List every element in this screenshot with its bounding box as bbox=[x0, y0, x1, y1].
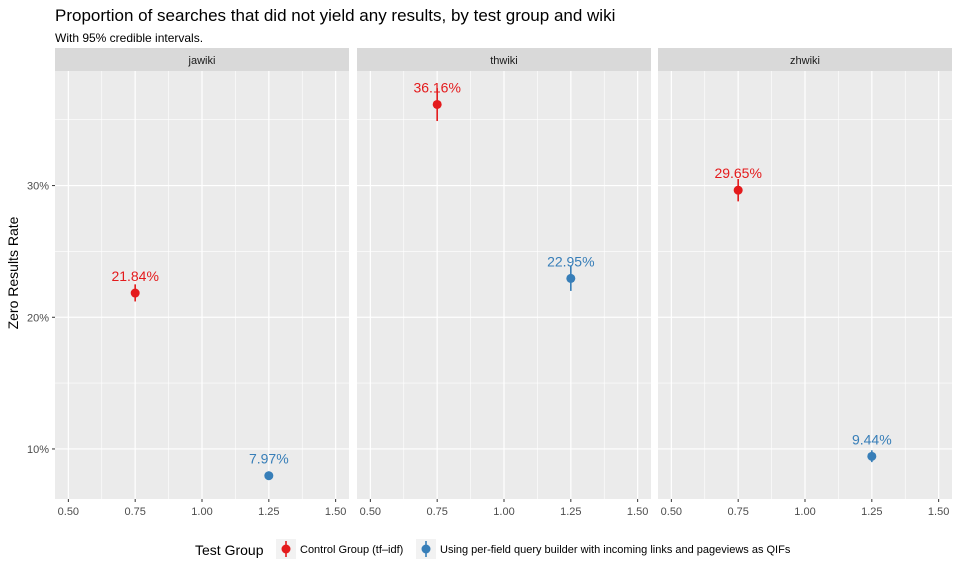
legend-title: Test Group bbox=[195, 542, 264, 558]
facet-panels: jawiki 0.50 0.75 1.00 1.25 1.50 21.84% 7.97% thw… bbox=[27, 48, 952, 518]
data-point bbox=[264, 471, 274, 481]
x-tick-label: 0.50 bbox=[360, 506, 381, 518]
legend-item-label: Control Group (tf–idf) bbox=[300, 544, 403, 556]
x-tick-label: 0.75 bbox=[727, 506, 748, 518]
y-axis: 10% 20% 30% bbox=[27, 181, 55, 456]
legend-key-point bbox=[281, 544, 291, 554]
data-point bbox=[566, 273, 576, 283]
x-tick-label: 1.25 bbox=[258, 506, 279, 518]
x-tick-label: 0.50 bbox=[58, 506, 79, 518]
y-tick-label: 30% bbox=[27, 181, 49, 193]
chart-subtitle: With 95% credible intervals. bbox=[55, 31, 203, 45]
facet-label: zhwiki bbox=[790, 55, 820, 67]
x-tick-label: 1.50 bbox=[325, 506, 346, 518]
y-tick-label: 20% bbox=[27, 312, 49, 324]
facet-strip bbox=[658, 48, 952, 71]
x-tick-label: 1.50 bbox=[928, 506, 949, 518]
x-tick-label: 1.00 bbox=[493, 506, 514, 518]
legend: Test Group Control Group (tf–idf) Using p… bbox=[195, 539, 791, 559]
data-point bbox=[130, 288, 140, 298]
facet-label: jawiki bbox=[188, 55, 216, 67]
data-label: 22.95% bbox=[547, 253, 594, 269]
facet-panel: thwiki 0.50 0.75 1.00 1.25 1.50 36.16% 22.95% bbox=[357, 48, 651, 518]
data-label: 7.97% bbox=[249, 451, 289, 467]
facet-strip bbox=[357, 48, 651, 71]
data-point bbox=[733, 185, 743, 195]
x-tick-label: 1.00 bbox=[191, 506, 212, 518]
data-point bbox=[867, 451, 877, 461]
x-tick-label: 0.75 bbox=[124, 506, 145, 518]
facet-panel: jawiki 0.50 0.75 1.00 1.25 1.50 21.84% 7.97% bbox=[55, 48, 349, 518]
data-label: 29.65% bbox=[714, 165, 761, 181]
facet-strip bbox=[55, 48, 349, 71]
x-tick-label: 1.25 bbox=[560, 506, 581, 518]
data-label: 36.16% bbox=[413, 79, 460, 95]
data-label: 9.44% bbox=[852, 431, 892, 447]
chart-title: Proportion of searches that did not yiel… bbox=[55, 6, 615, 25]
x-tick-label: 1.50 bbox=[627, 506, 648, 518]
legend-item-label: Using per-field query builder with incom… bbox=[440, 544, 791, 556]
data-label: 21.84% bbox=[111, 268, 158, 284]
x-tick-label: 0.75 bbox=[426, 506, 447, 518]
y-tick-label: 10% bbox=[27, 444, 49, 456]
x-tick-label: 0.50 bbox=[661, 506, 682, 518]
facet-panel: zhwiki 0.50 0.75 1.00 1.25 1.50 29.65% 9.44% bbox=[658, 48, 952, 518]
x-tick-label: 1.00 bbox=[794, 506, 815, 518]
facet-label: thwiki bbox=[490, 55, 518, 67]
y-axis-title: Zero Results Rate bbox=[5, 216, 21, 329]
data-point bbox=[432, 99, 442, 109]
x-tick-label: 1.25 bbox=[861, 506, 882, 518]
legend-key-point bbox=[421, 544, 431, 554]
